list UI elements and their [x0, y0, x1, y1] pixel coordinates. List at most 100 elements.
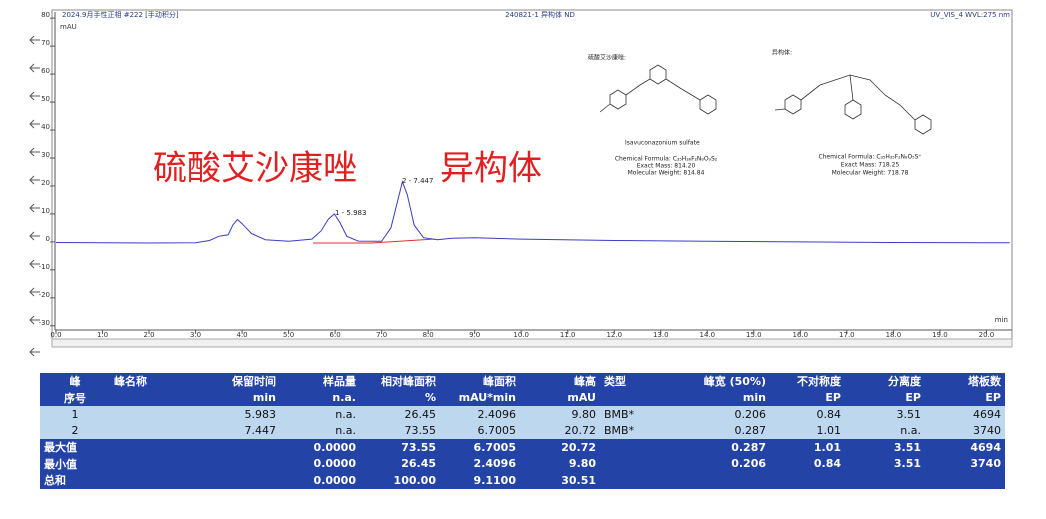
y-tick-label: 20 [41, 179, 50, 187]
table-cell: 20.72 [520, 422, 600, 439]
table-cell [600, 439, 680, 456]
chromatogram: 2024.9月手性正相 #222 [手动积分] 240821-1 异构体 ND … [29, 9, 1013, 357]
table-cell: 9.80 [520, 406, 600, 423]
table-cell [845, 472, 925, 489]
table-cell: 3.51 [845, 455, 925, 472]
table-cell: 序号 [40, 389, 110, 406]
x-tick-label: 19.0 [932, 331, 948, 339]
table-cell [180, 472, 280, 489]
molecular-weight: Molecular Weight: 814.84 [628, 170, 705, 177]
chromatogram-line [55, 180, 1010, 244]
x-tick-label: 18.0 [886, 331, 902, 339]
table-cell: EP [925, 389, 1005, 406]
table-cell: 0.84 [770, 455, 845, 472]
table-cell: BMB* [600, 406, 680, 423]
table-cell: 0.287 [680, 422, 770, 439]
table-cell: 1 [40, 406, 110, 423]
table-cell: 0.0000 [280, 455, 360, 472]
table-cell: n.a. [845, 422, 925, 439]
table-row: 2 7.447 n.a. 73.55 6.7005 20.72 BMB* 0.287 1.01 n… [40, 422, 1005, 439]
table-cell: 分离度 [845, 373, 925, 390]
exact-mass: Exact Mass: 814.20 [637, 163, 696, 170]
table-cell: 峰宽 (50%) [680, 373, 770, 390]
table-cell: 峰高 [520, 373, 600, 390]
formula: Chemical Formula: C₃₅H₃₅F₂N₈O₅S⁺ [818, 154, 921, 161]
x-tick-label: 17.0 [839, 331, 855, 339]
table-cell: 0.84 [770, 406, 845, 423]
y-tick-label: 40 [41, 123, 50, 131]
x-tick-label: 4.0 [237, 331, 248, 339]
table-cell: 4694 [925, 439, 1005, 456]
table-cell: 3740 [925, 422, 1005, 439]
x-tick-label: 9.0 [469, 331, 480, 339]
table-cell: 0.0000 [280, 472, 360, 489]
x-tick-label: 13.0 [653, 331, 669, 339]
table-row: 序号 min n.a.% mAU*min mAU min EP EP EP [40, 389, 1005, 406]
x-tick-label: 12.0 [606, 331, 622, 339]
peak-label: 2 - 7.447 [402, 177, 433, 185]
table-cell: 20.72 [520, 439, 600, 456]
x-tick-label: 20.0 [979, 331, 995, 339]
x-tick-label: 2.0 [143, 331, 154, 339]
table-cell: 1.01 [770, 439, 845, 456]
y-tick-label: 10 [41, 207, 50, 215]
table-cell: 9.1100 [440, 472, 520, 489]
table-cell: 30.51 [520, 472, 600, 489]
table-cell [680, 472, 770, 489]
table-cell: 2.4096 [440, 406, 520, 423]
table-row: 总和 0.0000 100.00 9.1100 30.51 [40, 472, 1005, 489]
x-tick-label: 6.0 [330, 331, 341, 339]
molecular-weight: Molecular Weight: 718.78 [832, 170, 909, 177]
table-cell: 峰面积 [440, 373, 520, 390]
table-cell: 最小值 [40, 455, 110, 472]
table-cell [110, 455, 180, 472]
table-cell: min [680, 389, 770, 406]
table-cell: 73.55 [360, 422, 440, 439]
structure-title: 异构体: [772, 49, 792, 57]
table-cell: 6.7005 [440, 422, 520, 439]
y-tick-label: 70 [41, 39, 50, 47]
table-cell: mAU [520, 389, 600, 406]
x-tick-label: 14.0 [699, 331, 715, 339]
table-cell: 1.01 [770, 422, 845, 439]
table-cell: 2 [40, 422, 110, 439]
table-cell: 5.983 [180, 406, 280, 423]
structure-name: Isavuconazonium sulfate [625, 140, 700, 147]
y-tick-label: 60 [41, 67, 50, 75]
structure-drawing [599, 64, 932, 135]
table-cell: 9.80 [520, 455, 600, 472]
table-cell: 最大值 [40, 439, 110, 456]
structure-title: 硫酸艾沙康唑: [588, 54, 626, 62]
y-tick-label: 80 [41, 11, 50, 19]
table-cell: 3.51 [845, 406, 925, 423]
table-cell: mAU*min [440, 389, 520, 406]
x-tick-label: 0.0 [50, 331, 61, 339]
table-cell [110, 472, 180, 489]
y-tick-label: 0 [46, 235, 50, 243]
x-tick-label: 11.0 [560, 331, 576, 339]
table-cell: 类型 [600, 373, 680, 390]
y-tick-label: 50 [41, 95, 50, 103]
table-cell [600, 455, 680, 472]
table-cell: min [180, 389, 280, 406]
table-cell: 0.0000 [280, 439, 360, 456]
table-row: 峰峰名称 保留时间 样品量 相对峰面积 峰面积 峰高 类型 峰宽 (50%) 不对称度 分离度 塔板… [40, 373, 1005, 390]
table-cell: 保留时间 [180, 373, 280, 390]
table-cell [110, 389, 180, 406]
x-tick-label: 10.0 [513, 331, 529, 339]
annotation: 硫酸艾沙康唑 [153, 149, 357, 189]
table-cell: 3.51 [845, 439, 925, 456]
y-tick-label: -10 [39, 263, 50, 271]
table-cell: n.a. [280, 422, 360, 439]
table-cell [925, 472, 1005, 489]
table-cell: 4694 [925, 406, 1005, 423]
header-center: 240821-1 异构体 ND [505, 10, 575, 19]
table-cell [110, 439, 180, 456]
table-cell: 100.00 [360, 472, 440, 489]
table-cell [600, 472, 680, 489]
table-cell: 样品量 [280, 373, 360, 390]
table-cell: 7.447 [180, 422, 280, 439]
table-cell: 0.206 [680, 455, 770, 472]
table-cell: % [360, 389, 440, 406]
table-cell: n.a. [280, 406, 360, 423]
